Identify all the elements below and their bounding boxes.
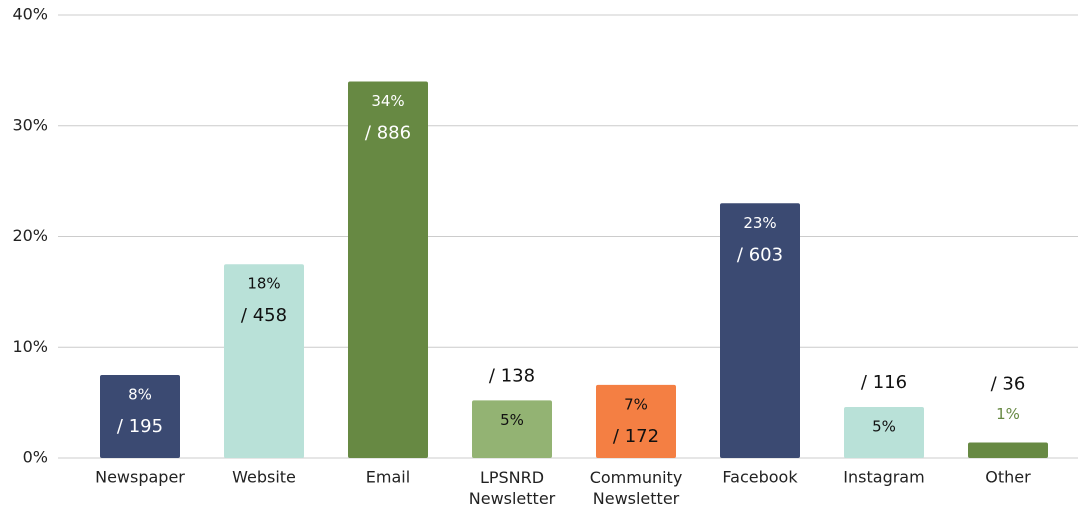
count-label: / 886 (365, 122, 411, 143)
count-label: / 458 (241, 305, 287, 326)
x-tick-label: Email (366, 468, 410, 487)
value-label: 5% (500, 411, 524, 429)
count-label: / 195 (117, 416, 163, 437)
x-tick-label: Newspaper (95, 468, 185, 487)
y-tick-label: 40% (12, 5, 48, 24)
x-tick-line: Newsletter (593, 489, 680, 508)
count-label: / 172 (613, 426, 659, 447)
x-tick-label: Website (232, 468, 296, 487)
count-label: / 116 (861, 372, 907, 393)
bar (472, 400, 552, 458)
x-tick-label: Community Newsletter (590, 468, 683, 508)
bar (348, 81, 428, 458)
bar (224, 264, 304, 458)
value-label: 18% (247, 275, 280, 293)
bar (844, 407, 924, 458)
bar (968, 442, 1048, 458)
count-label: / 603 (737, 244, 783, 265)
value-label: 1% (996, 405, 1020, 423)
value-label: 5% (872, 418, 896, 436)
value-label: 7% (624, 395, 648, 413)
x-tick-label: LPSNRD Newsletter (469, 468, 556, 508)
count-label: / 36 (991, 373, 1026, 394)
x-tick-line: Community (590, 468, 683, 487)
value-label: 34% (371, 92, 404, 110)
x-tick-line: LPSNRD (480, 468, 544, 487)
y-tick-label: 30% (12, 115, 48, 134)
x-tick-label: Facebook (722, 468, 798, 487)
x-tick-line: Newsletter (469, 489, 556, 508)
bar (596, 384, 676, 458)
value-label: 8% (128, 385, 152, 403)
y-tick-label: 20% (12, 226, 48, 245)
y-tick-label: 10% (12, 337, 48, 356)
x-tick-label: Instagram (843, 468, 924, 487)
bar (720, 203, 800, 458)
value-label: 23% (743, 214, 776, 232)
y-tick-label: 0% (23, 448, 48, 467)
count-label: / 138 (489, 365, 535, 386)
bar (100, 374, 180, 458)
x-tick-label: Other (985, 468, 1031, 487)
